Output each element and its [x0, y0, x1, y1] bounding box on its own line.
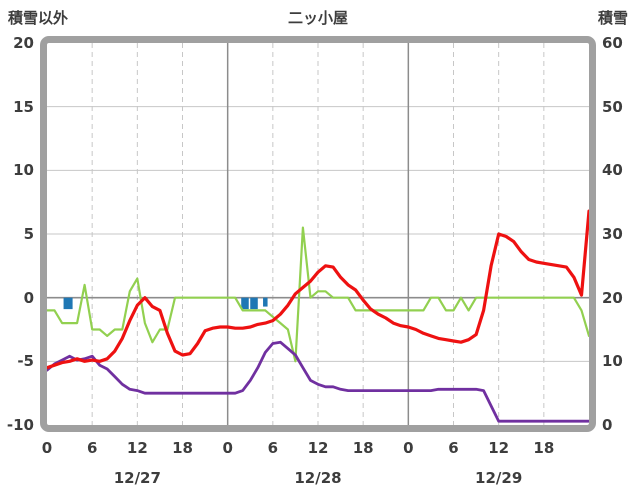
x-axis-tick-label: 6	[267, 439, 279, 457]
red-line	[47, 209, 589, 370]
precip-bar	[263, 297, 268, 307]
right-axis-tick-label: 10	[602, 352, 623, 371]
precip-bar	[63, 297, 73, 310]
x-axis-tick-label: 12	[488, 439, 510, 457]
left-axis-tick-label: 10	[13, 161, 34, 180]
x-axis-tick-label: 0	[222, 439, 233, 457]
chart-title: 二ッ小屋	[287, 9, 348, 27]
x-axis-tick-label: 6	[86, 439, 98, 457]
date-label: 12/29	[475, 469, 523, 487]
x-axis-tick-label: 12	[307, 439, 329, 457]
x-axis-tick-label: 0	[41, 439, 53, 457]
x-axis-tick-label: 6	[448, 439, 459, 457]
precip-bar	[241, 297, 249, 310]
left-axis-tick-label: 20	[13, 34, 34, 52]
right-axis-tick-label: 20	[602, 288, 623, 307]
date-label: 12/28	[294, 469, 342, 487]
right-axis-tick-label: 0	[602, 416, 613, 434]
x-axis-tick-label: 0	[403, 439, 414, 457]
plot-area	[47, 43, 589, 425]
left-axis-tick-label: -10	[6, 416, 34, 434]
date-label: 12/27	[113, 469, 161, 487]
left-axis-tick-label: 5	[23, 225, 34, 243]
x-axis-tick-label: 18	[533, 439, 555, 457]
x-axis-tick-label: 12	[126, 439, 148, 457]
right-axis-tick-label: 30	[602, 225, 623, 243]
left-axis-tick-label: 15	[13, 97, 34, 116]
precip-bar	[250, 297, 258, 310]
x-axis-tick-label: 18	[352, 439, 374, 457]
left-axis-tick-label: 0	[23, 288, 34, 307]
left-axis-title: 積雪以外	[8, 9, 69, 27]
purple-line	[47, 340, 589, 423]
green-line	[47, 226, 589, 363]
left-axis-tick-label: -5	[17, 352, 34, 371]
chart-frame	[40, 36, 596, 432]
right-axis-tick-label: 40	[602, 161, 623, 180]
x-axis-tick-label: 18	[172, 439, 193, 457]
right-axis-tick-label: 60	[602, 34, 623, 52]
right-axis-title: 積雪	[597, 9, 628, 27]
right-axis-tick-label: 50	[602, 97, 623, 116]
